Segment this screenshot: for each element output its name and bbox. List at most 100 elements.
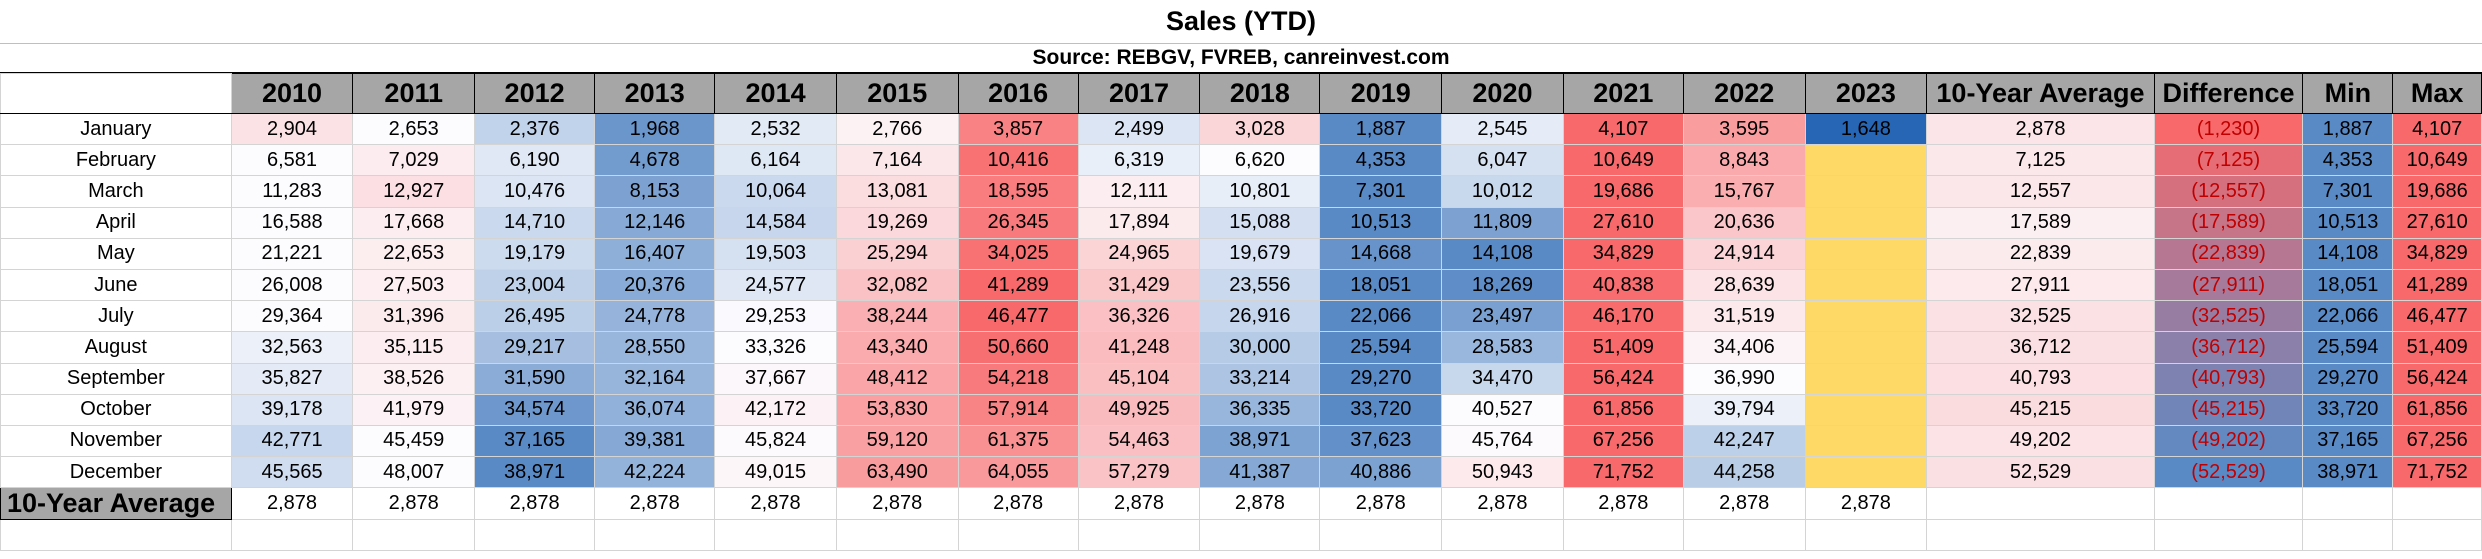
empty-cell[interactable]	[714, 519, 837, 552]
data-cell[interactable]: 6,319	[1077, 144, 1201, 177]
data-cell[interactable]: 32,525	[1926, 300, 2155, 333]
data-cell[interactable]: 48,412	[835, 362, 959, 395]
data-cell[interactable]: 42,771	[230, 424, 354, 458]
data-cell[interactable]: 37,667	[714, 362, 837, 395]
data-cell[interactable]: (45,215)	[2153, 393, 2304, 426]
data-cell[interactable]: 38,526	[352, 362, 476, 395]
data-cell[interactable]: 29,364	[230, 300, 354, 333]
data-cell[interactable]: 18,051	[1319, 268, 1443, 302]
data-cell[interactable]: 11,809	[1441, 206, 1564, 239]
data-cell[interactable]: 67,256	[2392, 424, 2482, 458]
data-cell[interactable]: 4,107	[1562, 112, 1684, 146]
data-cell[interactable]: 18,269	[1441, 268, 1564, 302]
data-cell[interactable]: 14,710	[474, 206, 596, 239]
data-cell[interactable]: 38,971	[474, 456, 596, 489]
data-cell[interactable]: 27,503	[352, 268, 476, 302]
data-cell[interactable]: 4,107	[2392, 112, 2482, 146]
average-cell[interactable]: 2,878	[714, 487, 837, 521]
data-cell[interactable]: 39,794	[1682, 393, 1806, 426]
data-cell[interactable]: 36,335	[1199, 393, 1321, 426]
empty-cell[interactable]	[1077, 519, 1201, 552]
empty-cell[interactable]	[957, 519, 1079, 552]
data-cell[interactable]: 2,545	[1441, 112, 1564, 146]
data-cell[interactable]: 25,594	[2302, 331, 2394, 364]
data-cell[interactable]: 71,752	[1562, 456, 1684, 489]
empty-cell[interactable]	[2392, 519, 2482, 552]
data-cell[interactable]: 23,497	[1441, 300, 1564, 333]
data-cell[interactable]: 42,247	[1682, 424, 1806, 458]
data-cell[interactable]: 3,028	[1199, 112, 1321, 146]
data-cell[interactable]: 26,345	[957, 206, 1079, 239]
data-cell[interactable]: 31,429	[1077, 268, 1201, 302]
data-cell[interactable]: 34,829	[2392, 237, 2482, 270]
data-cell[interactable]: 10,513	[2302, 206, 2394, 239]
data-cell[interactable]: 51,409	[2392, 331, 2482, 364]
data-cell[interactable]: 56,424	[2392, 362, 2482, 395]
data-cell[interactable]: (12,557)	[2153, 175, 2304, 208]
data-cell[interactable]: (27,911)	[2153, 268, 2304, 302]
data-cell[interactable]: 49,925	[1077, 393, 1201, 426]
data-cell[interactable]: 36,074	[594, 393, 716, 426]
average-cell[interactable]: 2,878	[474, 487, 596, 521]
data-cell[interactable]: 41,289	[2392, 268, 2482, 302]
data-cell[interactable]: 2,532	[714, 112, 837, 146]
average-cell[interactable]: 2,878	[835, 487, 959, 521]
data-cell[interactable]: 34,406	[1682, 331, 1806, 364]
data-cell[interactable]: 1,887	[1319, 112, 1443, 146]
data-cell[interactable]: 24,965	[1077, 237, 1201, 270]
data-cell[interactable]: (7,125)	[2153, 144, 2304, 177]
data-cell[interactable]: 2,653	[352, 112, 476, 146]
data-cell[interactable]: 56,424	[1562, 362, 1684, 395]
data-cell[interactable]: 46,170	[1562, 300, 1684, 333]
data-cell[interactable]: 28,639	[1682, 268, 1806, 302]
data-cell[interactable]: 50,660	[957, 331, 1079, 364]
data-cell[interactable]: 26,008	[230, 268, 354, 302]
data-cell[interactable]: 28,583	[1441, 331, 1564, 364]
data-cell[interactable]: 30,000	[1199, 331, 1321, 364]
data-cell[interactable]: 61,856	[2392, 393, 2482, 426]
data-cell[interactable]: 48,007	[352, 456, 476, 489]
average-cell[interactable]	[1926, 487, 2155, 521]
data-cell[interactable]: 6,620	[1199, 144, 1321, 177]
data-cell[interactable]: 20,636	[1682, 206, 1806, 239]
data-cell[interactable]: 41,979	[352, 393, 476, 426]
data-cell[interactable]: 22,839	[1926, 237, 2155, 270]
data-cell[interactable]	[1804, 237, 1928, 270]
data-cell[interactable]: 15,088	[1199, 206, 1321, 239]
data-cell[interactable]: (1,230)	[2153, 112, 2304, 146]
data-cell[interactable]: 2,376	[474, 112, 596, 146]
data-cell[interactable]	[1804, 144, 1928, 177]
data-cell[interactable]: 10,416	[957, 144, 1079, 177]
data-cell[interactable]: 18,595	[957, 175, 1079, 208]
data-cell[interactable]	[1804, 393, 1928, 426]
data-cell[interactable]: 35,827	[230, 362, 354, 395]
empty-cell[interactable]	[474, 519, 596, 552]
data-cell[interactable]: 2,499	[1077, 112, 1201, 146]
data-cell[interactable]: 29,253	[714, 300, 837, 333]
data-cell[interactable]: (22,839)	[2153, 237, 2304, 270]
data-cell[interactable]: 54,463	[1077, 424, 1201, 458]
data-cell[interactable]: 8,153	[594, 175, 716, 208]
data-cell[interactable]: 46,477	[2392, 300, 2482, 333]
average-cell[interactable]: 2,878	[230, 487, 354, 521]
data-cell[interactable]: (32,525)	[2153, 300, 2304, 333]
data-cell[interactable]: 6,190	[474, 144, 596, 177]
data-cell[interactable]: 36,326	[1077, 300, 1201, 333]
data-cell[interactable]	[1804, 300, 1928, 333]
data-cell[interactable]: 6,047	[1441, 144, 1564, 177]
data-cell[interactable]	[1804, 362, 1928, 395]
data-cell[interactable]: 61,856	[1562, 393, 1684, 426]
data-cell[interactable]: 42,172	[714, 393, 837, 426]
data-cell[interactable]: 38,971	[2302, 456, 2394, 489]
data-cell[interactable]: 40,527	[1441, 393, 1564, 426]
data-cell[interactable]: 40,793	[1926, 362, 2155, 395]
data-cell[interactable]: 45,215	[1926, 393, 2155, 426]
data-cell[interactable]: 64,055	[957, 456, 1079, 489]
data-cell[interactable]: 7,301	[2302, 175, 2394, 208]
empty-cell[interactable]	[0, 519, 232, 552]
data-cell[interactable]: 17,668	[352, 206, 476, 239]
data-cell[interactable]: 71,752	[2392, 456, 2482, 489]
empty-cell[interactable]	[1562, 519, 1684, 552]
data-cell[interactable]: 12,146	[594, 206, 716, 239]
data-cell[interactable]: 38,244	[835, 300, 959, 333]
